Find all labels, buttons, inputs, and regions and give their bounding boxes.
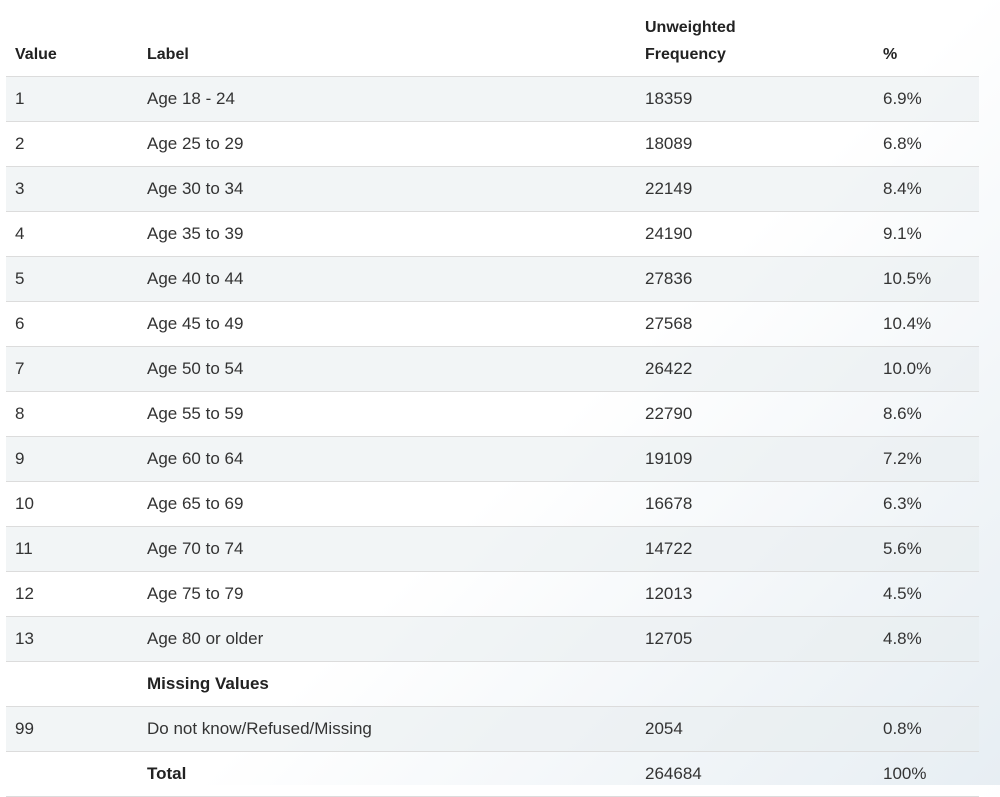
table-row: 6 Age 45 to 49 27568 10.4% bbox=[6, 301, 979, 347]
cell-value: 11 bbox=[6, 526, 138, 572]
cell-value: 13 bbox=[6, 616, 138, 662]
table-row: 4 Age 35 to 39 24190 9.1% bbox=[6, 211, 979, 257]
header-unweighted-frequency: Unweighted Frequency bbox=[636, 0, 874, 77]
header-freq-line1: Unweighted bbox=[645, 19, 736, 36]
header-percent: % bbox=[874, 0, 979, 77]
table-row-missing: 99 Do not know/Refused/Missing 2054 0.8% bbox=[6, 706, 979, 752]
cell-label: Age 25 to 29 bbox=[138, 121, 636, 167]
cell-percent: 8.4% bbox=[874, 166, 979, 212]
total-frequency: 264684 bbox=[636, 751, 874, 797]
total-row: Total 264684 100% bbox=[6, 751, 979, 797]
header-freq-line2: Frequency bbox=[645, 46, 726, 63]
frequency-table-container: Value Label Unweighted Frequency % 1 Age … bbox=[6, 0, 979, 797]
cell-frequency: 16678 bbox=[636, 481, 874, 527]
cell-label: Age 65 to 69 bbox=[138, 481, 636, 527]
cell-frequency: 12705 bbox=[636, 616, 874, 662]
cell-frequency: 18359 bbox=[636, 76, 874, 122]
cell-value: 99 bbox=[6, 706, 138, 752]
header-value: Value bbox=[6, 0, 138, 77]
cell-value: 3 bbox=[6, 166, 138, 212]
cell-frequency: 27836 bbox=[636, 256, 874, 302]
cell-percent: 4.8% bbox=[874, 616, 979, 662]
cell-label: Age 80 or older bbox=[138, 616, 636, 662]
missing-values-heading-row: Missing Values bbox=[6, 661, 979, 707]
cell-percent: 7.2% bbox=[874, 436, 979, 482]
cell-percent: 5.6% bbox=[874, 526, 979, 572]
total-percent: 100% bbox=[874, 751, 979, 797]
cell-value: 5 bbox=[6, 256, 138, 302]
header-label: Label bbox=[138, 0, 636, 77]
cell-frequency: 12013 bbox=[636, 571, 874, 617]
cell-frequency: 26422 bbox=[636, 346, 874, 392]
total-label: Total bbox=[138, 751, 636, 797]
table-row: 7 Age 50 to 54 26422 10.0% bbox=[6, 346, 979, 392]
cell-frequency: 18089 bbox=[636, 121, 874, 167]
cell-label: Age 70 to 74 bbox=[138, 526, 636, 572]
cell-percent: 6.8% bbox=[874, 121, 979, 167]
cell-frequency: 19109 bbox=[636, 436, 874, 482]
cell-frequency: 2054 bbox=[636, 706, 874, 752]
cell-frequency: 27568 bbox=[636, 301, 874, 347]
table-row: 3 Age 30 to 34 22149 8.4% bbox=[6, 166, 979, 212]
cell-percent: 10.5% bbox=[874, 256, 979, 302]
table-row: 8 Age 55 to 59 22790 8.6% bbox=[6, 391, 979, 437]
cell-percent-empty bbox=[874, 661, 979, 707]
cell-percent: 9.1% bbox=[874, 211, 979, 257]
cell-percent: 8.6% bbox=[874, 391, 979, 437]
cell-label: Age 60 to 64 bbox=[138, 436, 636, 482]
cell-value: 8 bbox=[6, 391, 138, 437]
cell-value-empty bbox=[6, 751, 138, 797]
cell-percent: 10.0% bbox=[874, 346, 979, 392]
cell-frequency: 22149 bbox=[636, 166, 874, 212]
cell-value: 1 bbox=[6, 76, 138, 122]
cell-value-empty bbox=[6, 661, 138, 707]
table-row: 5 Age 40 to 44 27836 10.5% bbox=[6, 256, 979, 302]
cell-value: 12 bbox=[6, 571, 138, 617]
cell-percent: 10.4% bbox=[874, 301, 979, 347]
cell-label: Age 40 to 44 bbox=[138, 256, 636, 302]
cell-percent: 4.5% bbox=[874, 571, 979, 617]
cell-value: 7 bbox=[6, 346, 138, 392]
cell-value: 2 bbox=[6, 121, 138, 167]
cell-percent: 6.9% bbox=[874, 76, 979, 122]
cell-label: Age 75 to 79 bbox=[138, 571, 636, 617]
table-row: 1 Age 18 - 24 18359 6.9% bbox=[6, 76, 979, 122]
cell-label: Age 45 to 49 bbox=[138, 301, 636, 347]
cell-percent: 0.8% bbox=[874, 706, 979, 752]
cell-value: 6 bbox=[6, 301, 138, 347]
cell-label: Age 35 to 39 bbox=[138, 211, 636, 257]
cell-label: Age 55 to 59 bbox=[138, 391, 636, 437]
table-header-row: Value Label Unweighted Frequency % bbox=[6, 0, 979, 77]
cell-label: Do not know/Refused/Missing bbox=[138, 706, 636, 752]
table-row: 11 Age 70 to 74 14722 5.6% bbox=[6, 526, 979, 572]
cell-value: 10 bbox=[6, 481, 138, 527]
table-row: 9 Age 60 to 64 19109 7.2% bbox=[6, 436, 979, 482]
table-row: 12 Age 75 to 79 12013 4.5% bbox=[6, 571, 979, 617]
cell-frequency: 22790 bbox=[636, 391, 874, 437]
cell-value: 4 bbox=[6, 211, 138, 257]
table-row: 10 Age 65 to 69 16678 6.3% bbox=[6, 481, 979, 527]
cell-value: 9 bbox=[6, 436, 138, 482]
cell-frequency: 24190 bbox=[636, 211, 874, 257]
missing-values-heading: Missing Values bbox=[138, 661, 636, 707]
cell-percent: 6.3% bbox=[874, 481, 979, 527]
table-row: 2 Age 25 to 29 18089 6.8% bbox=[6, 121, 979, 167]
cell-frequency-empty bbox=[636, 661, 874, 707]
cell-label: Age 50 to 54 bbox=[138, 346, 636, 392]
cell-frequency: 14722 bbox=[636, 526, 874, 572]
cell-label: Age 30 to 34 bbox=[138, 166, 636, 212]
table-row: 13 Age 80 or older 12705 4.8% bbox=[6, 616, 979, 662]
frequency-table: Value Label Unweighted Frequency % 1 Age … bbox=[6, 0, 979, 797]
cell-label: Age 18 - 24 bbox=[138, 76, 636, 122]
